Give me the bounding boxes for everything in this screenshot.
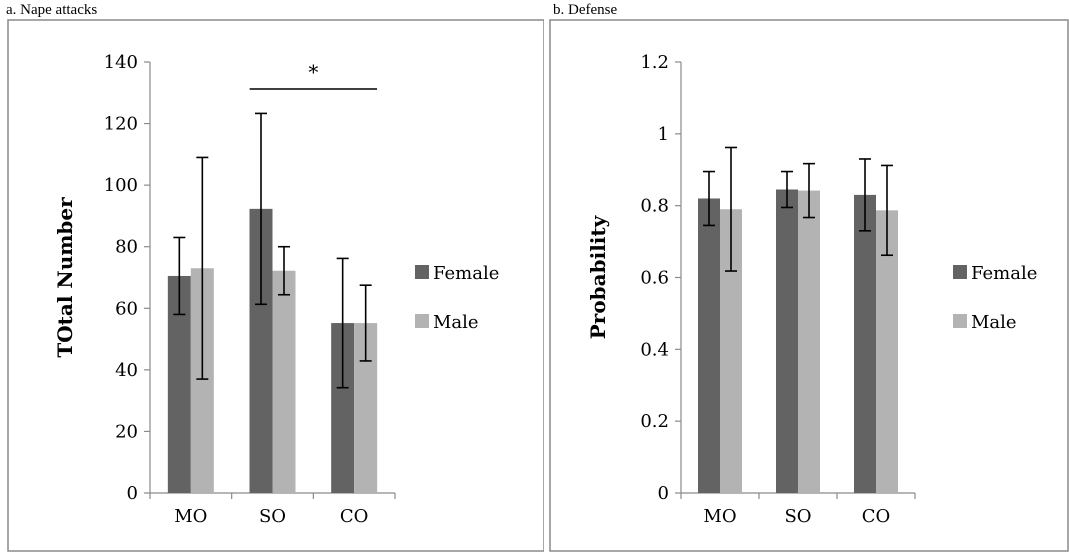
bar-female-mo: [167, 275, 191, 493]
y-tick-label: 0.4: [640, 339, 669, 360]
y-axis-title: TOtal Number: [53, 197, 77, 358]
legend-swatch-female: [953, 265, 967, 279]
panel-title-defense: b. Defense: [553, 2, 618, 18]
bar-male-so: [798, 190, 820, 493]
legend-label-female: Female: [433, 263, 499, 284]
y-tick-label: 0.6: [640, 268, 669, 289]
y-tick-label: 120: [104, 114, 138, 135]
chart-frame: [7, 19, 544, 552]
x-tick-label: MO: [174, 506, 207, 527]
chart-frame: [549, 19, 1069, 552]
y-tick-label: 0: [658, 483, 669, 504]
x-tick-label: SO: [259, 506, 286, 527]
legend-swatch-male: [953, 314, 967, 328]
x-tick-label: MO: [703, 506, 736, 527]
y-tick-label: 80: [115, 237, 138, 258]
y-tick-label: 100: [104, 175, 138, 196]
y-axis-title: Probability: [586, 214, 610, 339]
x-tick-label: SO: [784, 506, 811, 527]
bar-male-mo: [720, 209, 742, 493]
legend-swatch-male: [415, 314, 429, 328]
y-tick-label: 0.8: [640, 196, 669, 217]
y-tick-label: 40: [115, 360, 138, 381]
y-tick-label: 140: [104, 52, 138, 73]
chart-panel-defense: 0 0.2 0.4 0.6 0.8 1 1.2 MO SO CO Probability Female…: [549, 0, 1069, 552]
y-tick-label: 0.2: [640, 411, 669, 432]
y-tick-label: 0: [127, 483, 138, 504]
chart-panel-nape-attacks: 0 20 40 60 80 100 120 140 MO SO CO TOtal Number Fema…: [6, 2, 544, 552]
bar-female-mo: [698, 198, 720, 493]
significance-marker: *: [308, 60, 318, 84]
legend-swatch-female: [415, 265, 429, 279]
y-tick-label: 1: [658, 124, 669, 145]
bar-female-so: [776, 189, 798, 494]
bar-male-mo: [190, 268, 214, 493]
bar-female-co: [331, 323, 355, 493]
bar-male-so: [272, 270, 296, 493]
bar-female-so: [249, 208, 273, 494]
panel-title-nape-attacks: a. Nape attacks: [6, 2, 98, 18]
bar-male-co: [354, 323, 378, 493]
legend-label-male: Male: [971, 312, 1017, 333]
y-tick-label: 60: [115, 298, 138, 319]
y-tick-label: 1.2: [640, 52, 669, 73]
legend-label-female: Female: [971, 263, 1037, 284]
x-tick-label: CO: [862, 506, 891, 527]
x-tick-label: CO: [340, 506, 369, 527]
chart-defense: 0 0.2 0.4 0.6 0.8 1 1.2 MO SO CO Probability Female…: [549, 19, 1069, 552]
y-tick-label: 20: [115, 421, 138, 442]
bar-female-co: [854, 194, 876, 493]
bar-male-co: [876, 210, 898, 494]
legend-label-male: Male: [433, 312, 479, 333]
chart-nape-attacks: 0 20 40 60 80 100 120 140 MO SO CO TOtal Number Fema…: [7, 19, 544, 552]
